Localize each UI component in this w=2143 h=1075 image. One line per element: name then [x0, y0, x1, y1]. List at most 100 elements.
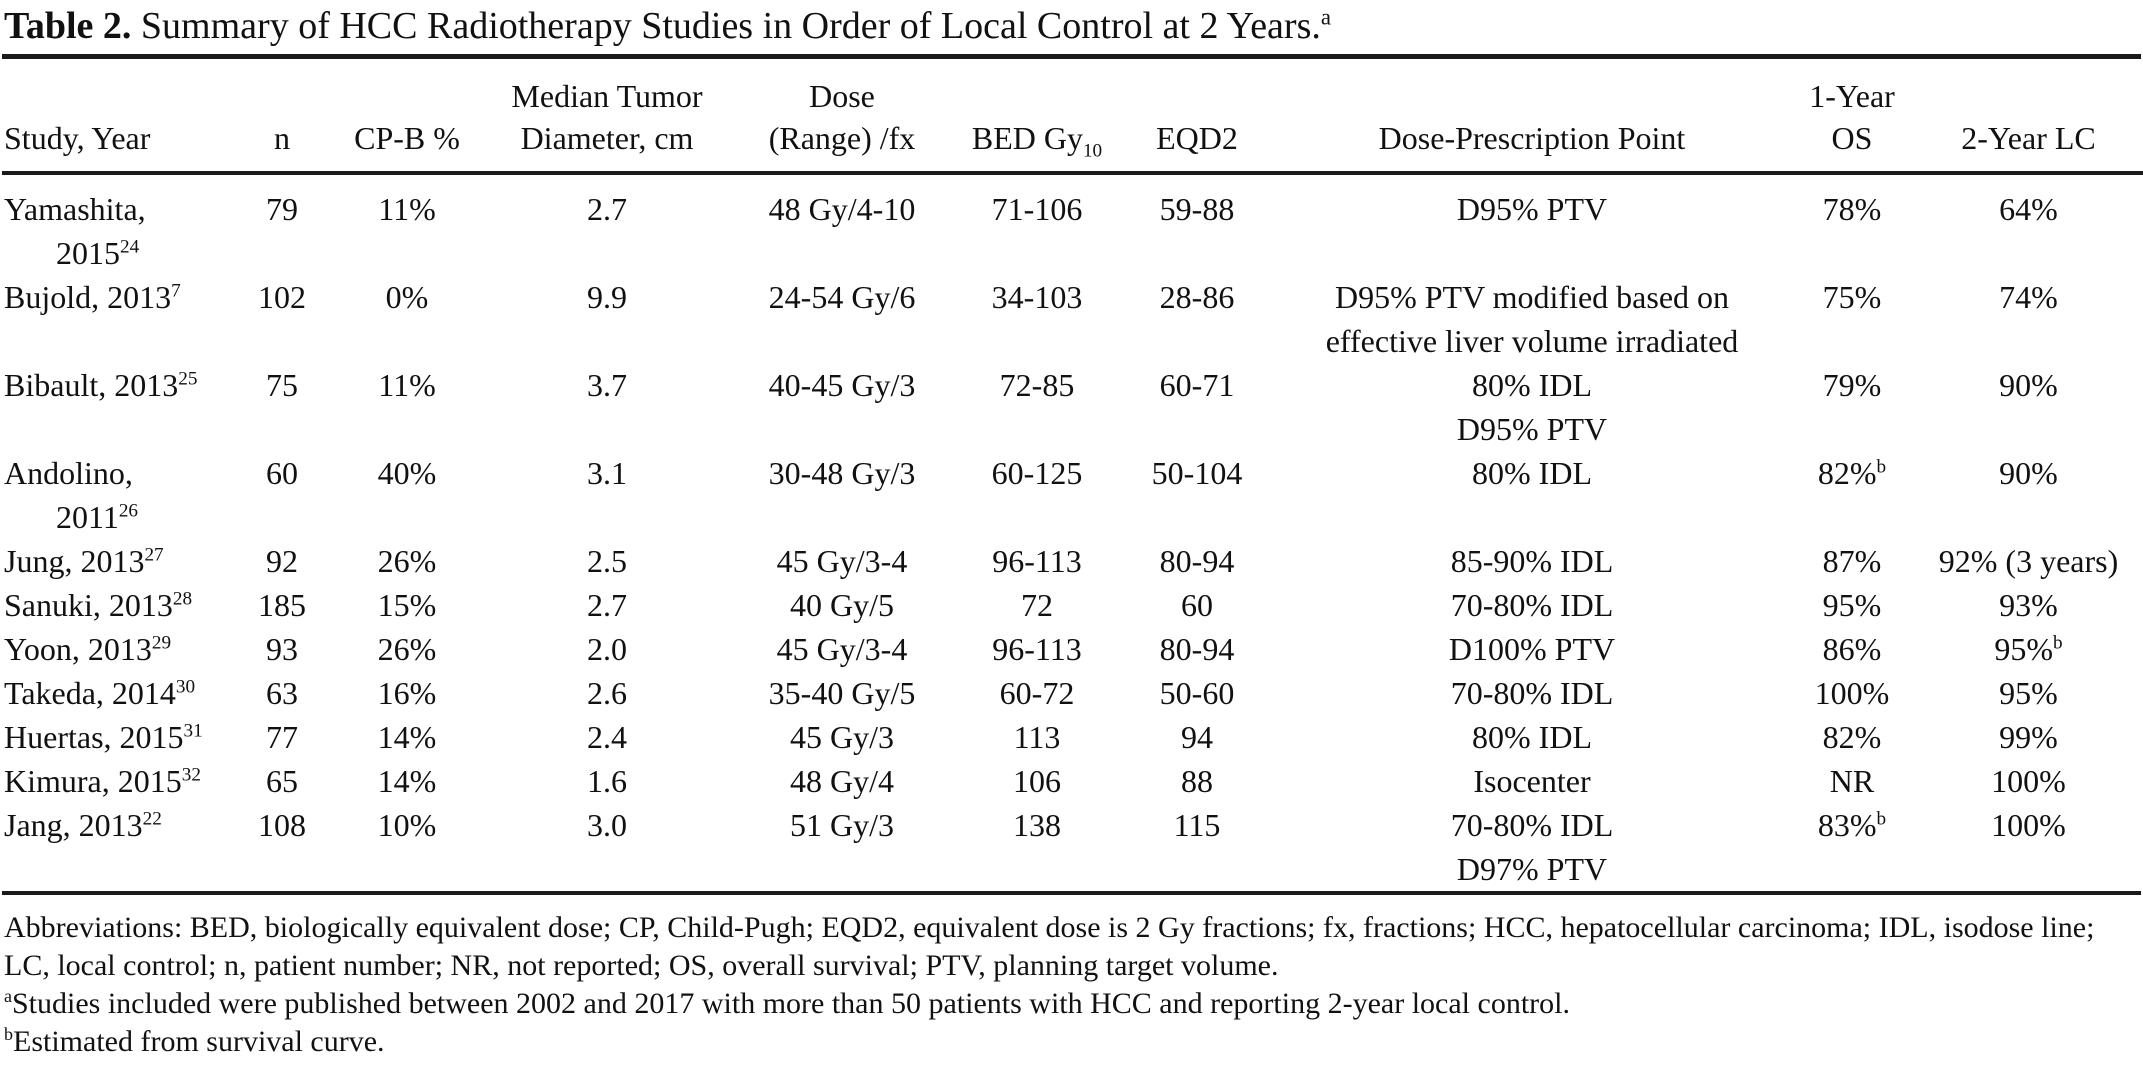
cell-dose: 45 Gy/3: [790, 719, 894, 755]
study-line: Jang, 201322: [4, 807, 162, 843]
reference-superscript: 31: [183, 720, 203, 742]
table-title-footnote-marker: a: [1320, 4, 1331, 30]
bed-subscript: 10: [1082, 140, 1103, 162]
header-median-tumor-diameter: Median Tumor Diameter, cm: [482, 59, 732, 175]
cell-bed: 60-125: [991, 455, 1083, 491]
table-row: Bibault, 201325 75 11% 3.7 40-45 Gy/3 72-85 60…: [2, 363, 2143, 451]
cell-eqd2: 88: [1181, 763, 1213, 799]
cell-1-year-os: 83%b: [1817, 807, 1887, 843]
reference-superscript: 27: [144, 544, 164, 566]
cell-prescription-point: D95% PTV: [1272, 173, 1792, 275]
cell-cpb: 0%: [385, 279, 429, 315]
cell-prescription-point: Isocenter: [1272, 759, 1792, 803]
cell-bed: 72-85: [999, 367, 1075, 403]
cell-diameter: 1.6: [587, 763, 627, 799]
cell-eqd2: 59-88: [1159, 191, 1235, 227]
cell-eqd2: 50-104: [1151, 455, 1243, 491]
cell-dose: 48 Gy/4: [790, 763, 894, 799]
table-row: Kimura, 201532 65 14% 1.6 48 Gy/4 106 88 Isocen…: [2, 759, 2143, 803]
cell-2-year-lc: 95%b: [1994, 631, 2063, 667]
cell-dose: 45 Gy/3-4: [776, 631, 908, 667]
cell-cpb: 10%: [377, 807, 437, 843]
cell-cpb: 26%: [377, 543, 437, 579]
cell-diameter: 2.7: [587, 587, 627, 623]
cell-n: 92: [266, 543, 298, 579]
header-dose-range-fx: Dose (Range) /fx: [732, 59, 952, 175]
table-row: Yamashita, 201524 79 11% 2.7 48 Gy/4-10 71-106…: [2, 173, 2143, 275]
header-n: n: [232, 59, 332, 175]
footnote-a-marker: a: [4, 986, 12, 1006]
cell-cpb: 11%: [378, 367, 436, 403]
header-study-year: Study, Year: [2, 59, 232, 175]
table-title: Table 2. Summary of HCC Radiotherapy Stu…: [2, 0, 2141, 54]
cell-1-year-os: 86%: [1822, 631, 1882, 667]
prescription-line: D95% PTV: [1456, 411, 1608, 447]
cell-eqd2: 94: [1181, 719, 1213, 755]
table-row: Bujold, 20137 102 0% 9.9 24-54 Gy/6 34-103 28-…: [2, 275, 2143, 363]
prescription-line: 80% IDL: [1472, 367, 1592, 403]
prescription-line: 70-80% IDL: [1450, 807, 1614, 843]
cell-study-year: Sanuki, 201328: [2, 583, 232, 627]
footnote-marker: b: [2053, 632, 2063, 654]
cell-1-year-os: 95%: [1822, 587, 1882, 623]
cell-bed: 138: [1013, 807, 1061, 843]
cell-n: 108: [258, 807, 306, 843]
footnote-marker: b: [1876, 808, 1887, 830]
cell-diameter: 2.4: [587, 719, 627, 755]
cell-study-year: Takeda, 201430: [2, 671, 232, 715]
bottom-rule: [2, 891, 2141, 895]
prescription-line: 80% IDL: [1472, 455, 1592, 491]
cell-prescription-point: 80% IDL D95% PTV: [1272, 363, 1792, 451]
reference-superscript: 29: [151, 632, 172, 654]
cell-prescription-point: 70-80% IDL: [1272, 671, 1792, 715]
study-line: Huertas, 201531: [4, 719, 203, 755]
table-row: Yoon, 201329 93 26% 2.0 45 Gy/3-4 96-113 80-94…: [2, 627, 2143, 671]
study-line: 201126: [56, 499, 138, 535]
cell-n: 65: [266, 763, 298, 799]
cell-n: 60: [266, 455, 298, 491]
cell-eqd2: 60-71: [1159, 367, 1235, 403]
cell-2-year-lc: 92% (3 years): [1938, 543, 2119, 579]
header-eqd2: EQD2: [1122, 59, 1272, 175]
table-header: Study, Year n CP-B % Median Tumor Diamet…: [2, 59, 2143, 175]
cell-1-year-os: NR: [1829, 763, 1875, 799]
cell-bed: 34-103: [991, 279, 1083, 315]
header-1-year-os: 1-Year OS: [1792, 59, 1912, 175]
prescription-line: D95% PTV modified based on: [1334, 279, 1730, 315]
cell-n: 63: [266, 675, 298, 711]
top-rule: [2, 54, 2141, 59]
study-line: Sanuki, 201328: [4, 587, 193, 623]
study-line: Takeda, 201430: [4, 675, 196, 711]
prescription-line: 85-90% IDL: [1450, 543, 1614, 579]
cell-n: 102: [258, 279, 306, 315]
cell-cpb: 16%: [377, 675, 437, 711]
cell-bed: 96-113: [992, 543, 1082, 579]
cell-bed: 60-72: [999, 675, 1075, 711]
cell-dose: 40 Gy/5: [790, 587, 894, 623]
cell-1-year-os: 82%b: [1817, 455, 1887, 491]
cell-cpb: 15%: [377, 587, 437, 623]
abbreviations-note: Abbreviations: BED, biologically equival…: [4, 911, 2095, 982]
study-line: 201524: [56, 235, 140, 271]
table-footnotes: Abbreviations: BED, biologically equival…: [2, 895, 2141, 1061]
reference-superscript: 32: [181, 764, 201, 786]
cell-eqd2: 60: [1181, 587, 1213, 623]
cell-prescription-point: 80% IDL: [1272, 451, 1792, 539]
table-row: Andolino, 201126 60 40% 3.1 30-48 Gy/3 60-125 5…: [2, 451, 2143, 539]
cell-1-year-os: 82%: [1822, 719, 1882, 755]
cell-2-year-lc: 64%: [1999, 191, 2058, 227]
table-row: Jung, 201327 92 26% 2.5 45 Gy/3-4 96-113 80-94…: [2, 539, 2143, 583]
cell-diameter: 2.6: [587, 675, 627, 711]
cell-1-year-os: 100%: [1814, 675, 1890, 711]
header-dose-prescription-point: Dose-Prescription Point: [1272, 59, 1792, 175]
cell-prescription-point: D100% PTV: [1272, 627, 1792, 671]
cell-dose: 51 Gy/3: [790, 807, 894, 843]
reference-superscript: 7: [171, 280, 181, 302]
cell-prescription-point: 80% IDL: [1272, 715, 1792, 759]
cell-1-year-os: 75%: [1822, 279, 1882, 315]
cell-eqd2: 115: [1173, 807, 1221, 843]
cell-diameter: 3.1: [587, 455, 627, 491]
prescription-line: Isocenter: [1473, 763, 1591, 799]
cell-1-year-os: 78%: [1822, 191, 1882, 227]
study-line: Jung, 201327: [4, 543, 164, 579]
